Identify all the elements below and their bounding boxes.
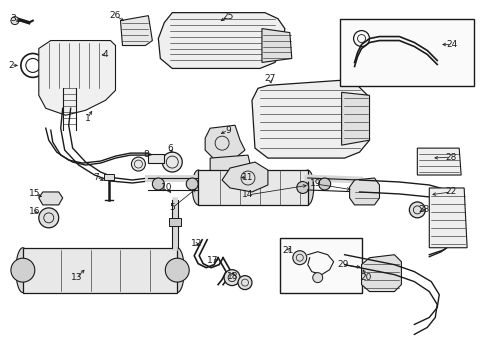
Text: 19: 19 <box>310 180 321 189</box>
Polygon shape <box>252 80 369 158</box>
Bar <box>198 170 308 205</box>
Bar <box>23 248 177 293</box>
Ellipse shape <box>16 248 30 293</box>
Ellipse shape <box>192 170 204 205</box>
Polygon shape <box>210 155 252 175</box>
Text: 13: 13 <box>71 273 82 282</box>
Polygon shape <box>262 28 292 62</box>
Circle shape <box>39 208 59 228</box>
Text: 16: 16 <box>29 207 41 216</box>
Circle shape <box>152 178 164 190</box>
Text: 4: 4 <box>103 50 108 59</box>
Text: 8: 8 <box>144 150 149 159</box>
Text: 9: 9 <box>225 126 231 135</box>
Polygon shape <box>429 188 467 248</box>
Text: 6: 6 <box>168 144 173 153</box>
Text: 5: 5 <box>170 203 175 212</box>
Circle shape <box>313 273 323 283</box>
Polygon shape <box>222 162 268 192</box>
Bar <box>148 154 164 163</box>
Polygon shape <box>417 148 461 175</box>
Circle shape <box>11 17 19 24</box>
Text: 10: 10 <box>161 184 172 193</box>
Polygon shape <box>39 192 63 205</box>
Circle shape <box>90 50 101 62</box>
Text: 2: 2 <box>8 61 14 70</box>
Text: 11: 11 <box>242 172 254 181</box>
Polygon shape <box>342 92 369 145</box>
Bar <box>103 174 114 180</box>
Text: 12: 12 <box>191 239 202 248</box>
Bar <box>280 238 362 293</box>
Circle shape <box>186 178 198 190</box>
Circle shape <box>293 251 307 265</box>
Polygon shape <box>205 125 245 160</box>
Bar <box>340 19 474 86</box>
Ellipse shape <box>302 170 314 205</box>
Polygon shape <box>362 255 401 292</box>
Text: 22: 22 <box>445 188 457 197</box>
Bar <box>169 218 181 226</box>
Text: 28: 28 <box>445 153 457 162</box>
Text: 14: 14 <box>242 190 254 199</box>
Circle shape <box>318 178 331 190</box>
Text: 17: 17 <box>207 256 219 265</box>
Text: 27: 27 <box>264 74 275 83</box>
Text: 20: 20 <box>361 273 372 282</box>
Text: 7: 7 <box>94 172 99 181</box>
Polygon shape <box>121 15 152 45</box>
Circle shape <box>162 152 182 172</box>
Text: 21: 21 <box>282 246 294 255</box>
Text: 25: 25 <box>222 12 234 21</box>
Ellipse shape <box>171 248 184 293</box>
Text: 26: 26 <box>110 11 121 20</box>
Text: 23: 23 <box>418 206 430 215</box>
Text: 15: 15 <box>29 189 41 198</box>
Polygon shape <box>39 41 116 115</box>
Text: 1: 1 <box>85 114 91 123</box>
Circle shape <box>224 270 240 285</box>
Text: 18: 18 <box>227 272 239 281</box>
Text: 29: 29 <box>337 260 348 269</box>
Polygon shape <box>349 178 379 205</box>
Circle shape <box>165 258 189 282</box>
Circle shape <box>409 202 425 218</box>
Circle shape <box>11 258 35 282</box>
Polygon shape <box>158 13 285 68</box>
Text: 3: 3 <box>10 14 16 23</box>
Circle shape <box>131 157 146 171</box>
Circle shape <box>238 276 252 289</box>
Text: 24: 24 <box>446 40 458 49</box>
Circle shape <box>297 181 309 193</box>
